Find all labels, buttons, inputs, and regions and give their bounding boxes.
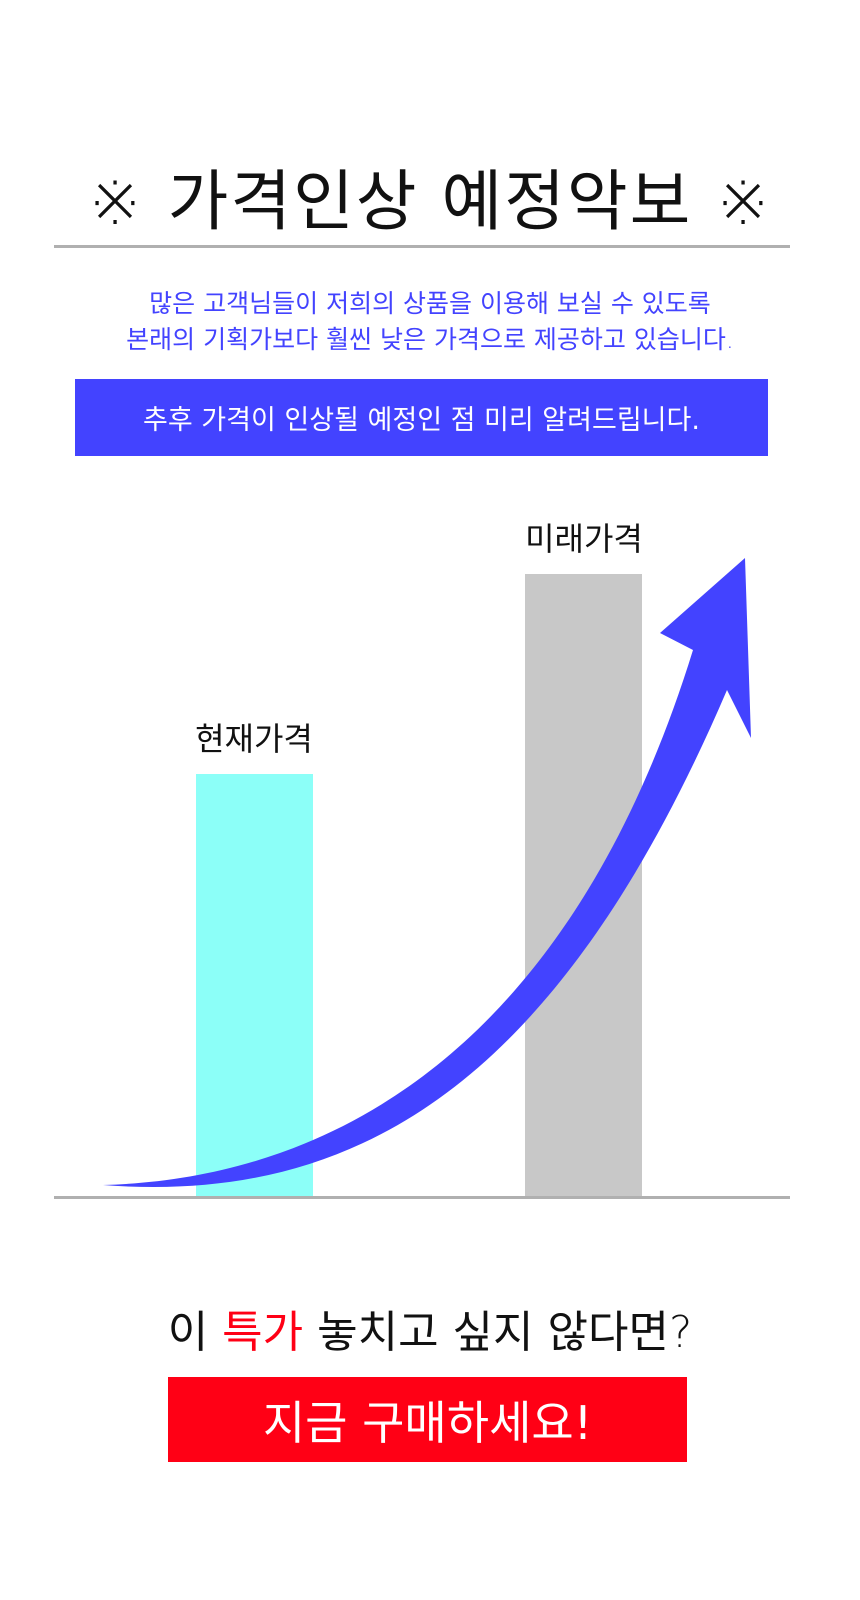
special-price-highlight: 특가 bbox=[222, 1307, 304, 1358]
intro-line-1: 많은 고객님들이 저희의 상품을 이용해 보실 수 있도록 bbox=[149, 289, 711, 318]
rising-arrow-shape bbox=[103, 558, 751, 1188]
future-price-label: 미래가격 bbox=[525, 520, 643, 558]
chart-baseline bbox=[54, 1196, 790, 1199]
page-title: ※ 가격인상 예정악보 ※ bbox=[87, 163, 773, 240]
current-price-bar bbox=[196, 774, 313, 1198]
cta-question: 이 특가 놓치고 싶지 않다면? bbox=[0, 1296, 860, 1360]
cta-question-prefix: 이 bbox=[167, 1307, 223, 1358]
buy-now-button[interactable]: 지금 구매하세요! bbox=[168, 1377, 687, 1462]
price-increase-notice: 추후 가격이 인상될 예정인 점 미리 알려드립니다. bbox=[75, 379, 768, 456]
title-divider bbox=[54, 245, 790, 248]
current-price-label: 현재가격 bbox=[195, 720, 313, 758]
cta-question-suffix: 놓치고 싶지 않다면? bbox=[303, 1307, 693, 1358]
buy-now-label: 지금 구매하세요! bbox=[262, 1395, 593, 1450]
intro-line-2: 본래의 기획가보다 훨씬 낮은 가격으로 제공하고 있습니다. bbox=[126, 325, 734, 354]
notice-text: 추후 가격이 인상될 예정인 점 미리 알려드립니다. bbox=[143, 405, 700, 436]
